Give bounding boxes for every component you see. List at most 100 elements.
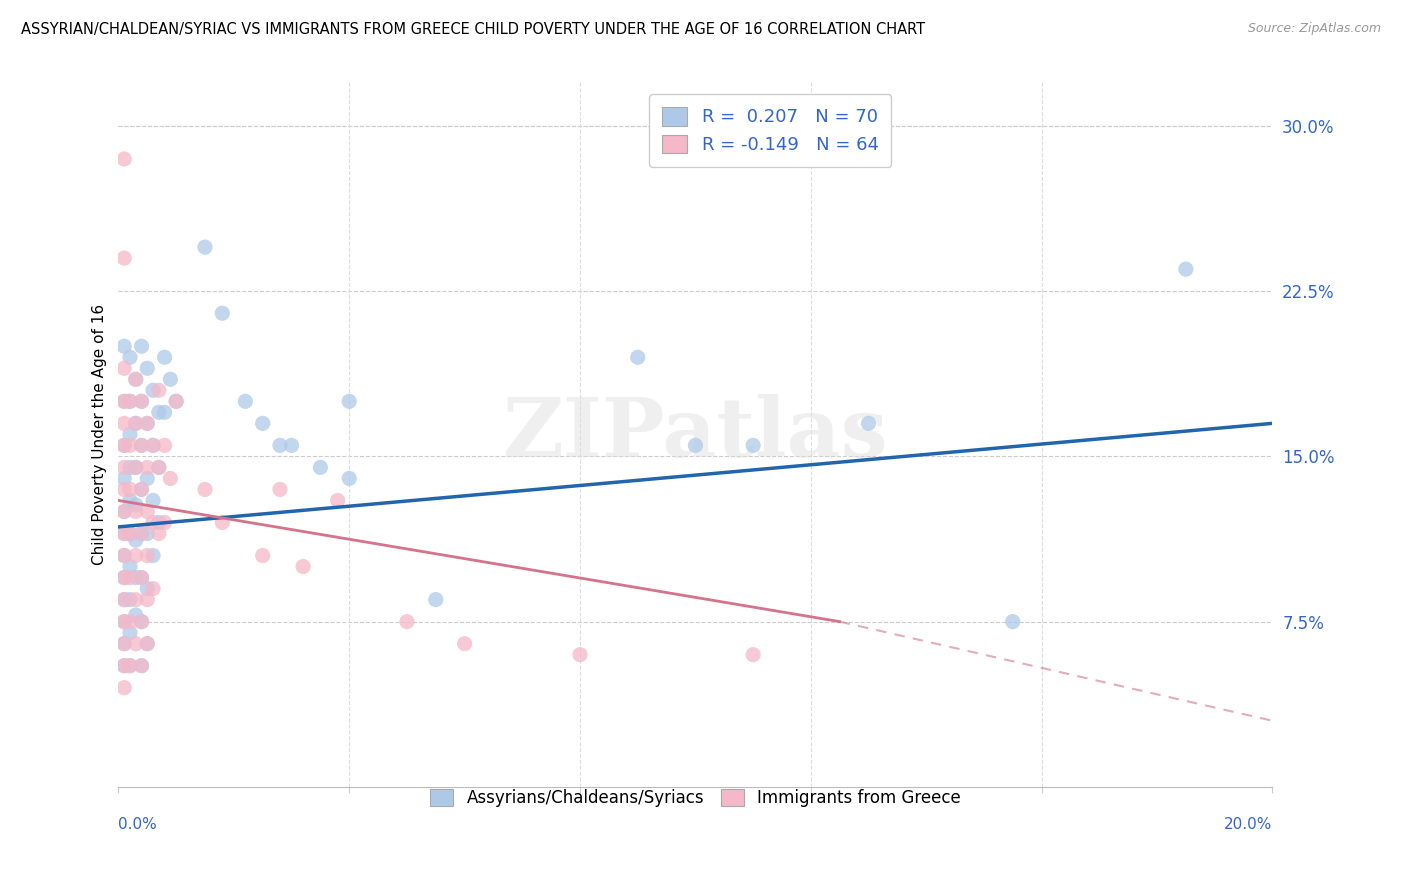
Point <box>136 471 159 485</box>
Point <box>125 460 148 475</box>
Point <box>112 637 135 651</box>
Point <box>112 504 135 518</box>
Point <box>118 483 141 497</box>
Point <box>395 615 418 629</box>
Point <box>131 615 153 629</box>
Point <box>165 394 187 409</box>
Point <box>131 483 153 497</box>
Point <box>112 592 135 607</box>
Point <box>142 516 165 530</box>
Point <box>112 394 135 409</box>
Point <box>131 339 153 353</box>
Point <box>142 384 165 398</box>
Point <box>125 498 148 512</box>
Point <box>131 658 153 673</box>
Point <box>131 615 153 629</box>
Point <box>159 372 181 386</box>
Point <box>211 306 233 320</box>
Point <box>858 417 880 431</box>
Point <box>112 615 135 629</box>
Point <box>148 516 170 530</box>
Point <box>118 493 141 508</box>
Point <box>292 559 315 574</box>
Point <box>112 339 135 353</box>
Point <box>194 240 217 254</box>
Point <box>118 351 141 365</box>
Point <box>142 493 165 508</box>
Point <box>112 152 135 166</box>
Point <box>627 351 650 365</box>
Point <box>1001 615 1024 629</box>
Point <box>165 394 187 409</box>
Point <box>112 570 135 584</box>
Point <box>136 361 159 376</box>
Point <box>235 394 257 409</box>
Point <box>112 526 135 541</box>
Point <box>280 438 302 452</box>
Point <box>125 637 148 651</box>
Point <box>125 533 148 548</box>
Point <box>148 460 170 475</box>
Point <box>125 592 148 607</box>
Point <box>112 549 135 563</box>
Point <box>112 460 135 475</box>
Point <box>136 417 159 431</box>
Point <box>125 417 148 431</box>
Point <box>425 592 447 607</box>
Point <box>142 438 165 452</box>
Point <box>112 417 135 431</box>
Point <box>118 526 141 541</box>
Point <box>125 504 148 518</box>
Point <box>125 372 148 386</box>
Point <box>269 483 291 497</box>
Point <box>131 658 153 673</box>
Point <box>118 427 141 442</box>
Point <box>112 549 135 563</box>
Point <box>148 526 170 541</box>
Point <box>136 549 159 563</box>
Point <box>142 549 165 563</box>
Point <box>112 361 135 376</box>
Point <box>153 351 176 365</box>
Point <box>118 526 141 541</box>
Point <box>118 570 141 584</box>
Point <box>148 384 170 398</box>
Point <box>112 438 135 452</box>
Point <box>269 438 291 452</box>
Point <box>131 438 153 452</box>
Point <box>118 394 141 409</box>
Point <box>112 658 135 673</box>
Point <box>118 625 141 640</box>
Point <box>136 460 159 475</box>
Point <box>131 570 153 584</box>
Point <box>112 592 135 607</box>
Text: 0.0%: 0.0% <box>118 817 157 832</box>
Point <box>112 438 135 452</box>
Text: ZIPatlas: ZIPatlas <box>503 394 889 475</box>
Y-axis label: Child Poverty Under the Age of 16: Child Poverty Under the Age of 16 <box>93 304 107 565</box>
Point <box>112 681 135 695</box>
Point <box>118 615 141 629</box>
Point <box>125 570 148 584</box>
Point <box>337 394 360 409</box>
Point <box>112 526 135 541</box>
Legend: Assyrians/Chaldeans/Syriacs, Immigrants from Greece: Assyrians/Chaldeans/Syriacs, Immigrants … <box>420 779 972 817</box>
Point <box>118 559 141 574</box>
Text: Source: ZipAtlas.com: Source: ZipAtlas.com <box>1247 22 1381 36</box>
Point <box>153 405 176 419</box>
Point <box>309 460 332 475</box>
Point <box>148 460 170 475</box>
Text: ASSYRIAN/CHALDEAN/SYRIAC VS IMMIGRANTS FROM GREECE CHILD POVERTY UNDER THE AGE O: ASSYRIAN/CHALDEAN/SYRIAC VS IMMIGRANTS F… <box>21 22 925 37</box>
Point <box>148 405 170 419</box>
Point <box>112 658 135 673</box>
Point <box>685 438 707 452</box>
Point <box>131 483 153 497</box>
Point <box>136 582 159 596</box>
Point <box>211 516 233 530</box>
Point <box>194 483 217 497</box>
Point <box>153 438 176 452</box>
Point <box>131 570 153 584</box>
Point <box>131 526 153 541</box>
Point <box>112 637 135 651</box>
Point <box>118 658 141 673</box>
